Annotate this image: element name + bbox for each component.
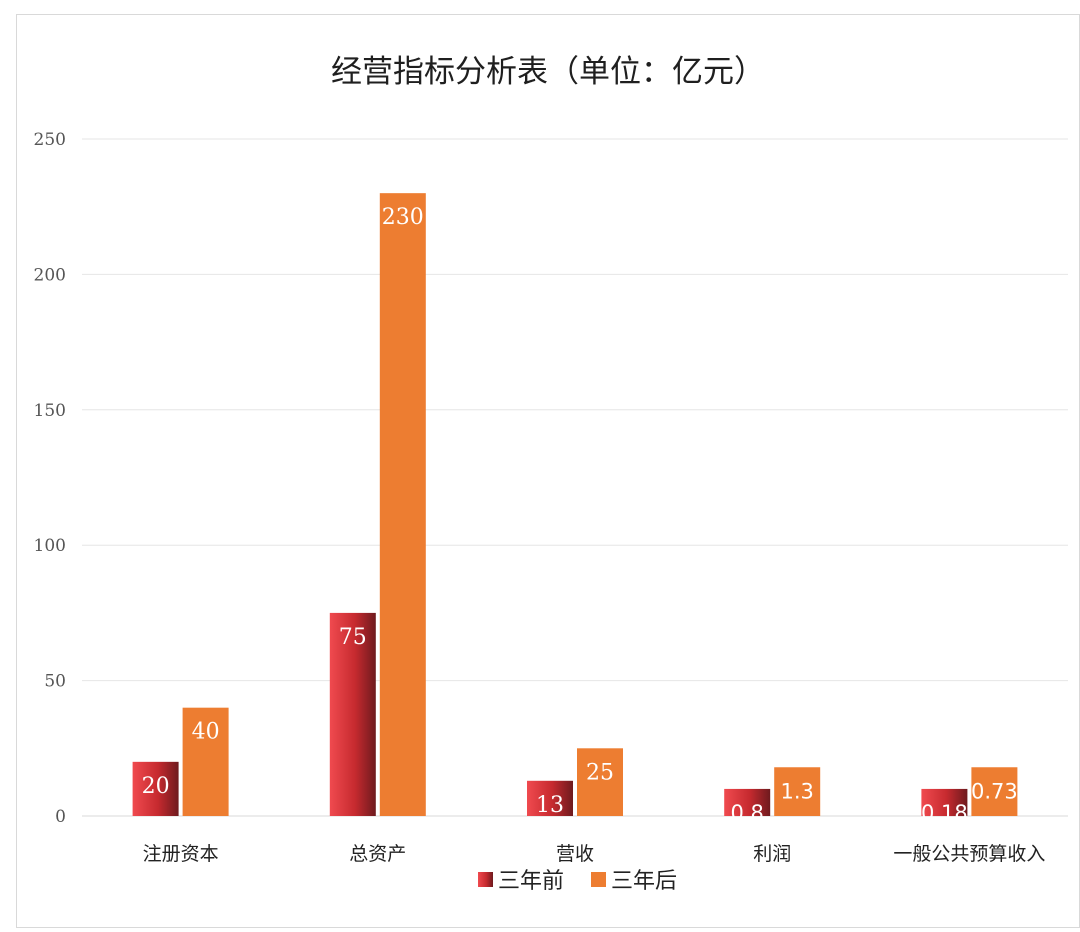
legend-label: 三年后 (611, 869, 677, 894)
data-label: 40 (192, 720, 220, 745)
y-axis-ticks: 0 50 100 150 200 250 (34, 130, 66, 827)
bar-after (774, 767, 821, 816)
bar-before (921, 788, 968, 816)
y-tick-label: 100 (34, 536, 66, 556)
data-label: 230 (382, 205, 424, 230)
x-tick-label: 注册资本 (143, 843, 219, 865)
y-tick-label: 50 (44, 672, 66, 692)
bar-before (527, 780, 573, 816)
chart-title: 经营指标分析表（单位：亿元） (331, 54, 765, 90)
data-label: 0.8 (730, 801, 763, 825)
bar-after (182, 707, 229, 816)
x-tick-label: 利润 (753, 843, 791, 865)
legend-swatch (478, 872, 493, 887)
bar-before (132, 761, 179, 816)
bar-after (577, 748, 623, 816)
data-label: 20 (142, 774, 170, 799)
data-label: 13 (536, 793, 564, 818)
bar-before (724, 788, 771, 816)
legend: 三年前 三年后 (478, 869, 677, 894)
x-axis-ticks: 注册资本 总资产 营收 利润 一般公共预算收入 (143, 843, 1046, 865)
data-label: 75 (339, 625, 367, 650)
bar-before (329, 612, 376, 816)
data-label: 0.18 (921, 801, 968, 825)
legend-swatch (591, 872, 606, 887)
x-tick-label: 营收 (556, 843, 594, 865)
data-label: 25 (586, 760, 614, 785)
y-tick-label: 250 (34, 130, 66, 150)
y-tick-label: 200 (34, 265, 66, 285)
bar-after (379, 193, 426, 816)
legend-label: 三年前 (498, 869, 564, 894)
x-tick-label: 一般公共预算收入 (893, 843, 1045, 865)
y-tick-label: 0 (55, 807, 66, 827)
y-tick-label: 150 (34, 401, 66, 421)
bar-after (971, 767, 1018, 816)
bars: 20 40 75 230 13 25 0.8 1.3 0.180.73 (132, 193, 1018, 825)
data-label: 1.3 (780, 779, 813, 803)
x-tick-label: 总资产 (349, 843, 406, 865)
gridlines (82, 138, 1068, 817)
data-label: 0.73 (971, 779, 1018, 803)
